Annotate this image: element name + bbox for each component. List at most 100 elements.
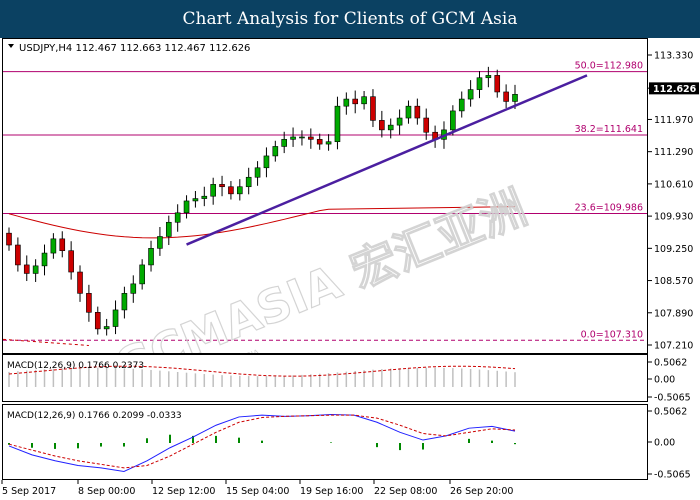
macd-histogram-chart[interactable]: MACD(12,26,9) 0.1766 0.2373 xyxy=(3,355,647,401)
candle-body xyxy=(148,248,154,266)
candle-body xyxy=(6,232,12,246)
candle-body xyxy=(503,91,509,102)
macd-line-axis-label: 0.5062 xyxy=(654,407,687,418)
time-axis-label: 19 Sep 16:00 xyxy=(300,486,363,497)
candle-body xyxy=(165,221,172,237)
time-axis-label: 5 Sep 2017 xyxy=(2,486,56,497)
candle-body xyxy=(512,94,518,102)
candle-body xyxy=(396,117,403,126)
panel-menu-icon[interactable] xyxy=(8,44,14,48)
candle-body xyxy=(157,236,163,249)
candle-body xyxy=(219,184,225,188)
candle-body xyxy=(361,96,367,105)
candle-body xyxy=(174,212,181,223)
candle-body xyxy=(343,98,350,107)
candle-body xyxy=(201,195,208,199)
candle-body xyxy=(405,105,412,119)
price-axis-tick-label: 113.330 xyxy=(654,51,693,62)
time-axis-label: 8 Sep 00:00 xyxy=(78,486,135,497)
macd-histogram-axis-label: -0.5065 xyxy=(654,393,691,403)
time-axis: 5 Sep 2017 8 Sep 00:00 12 Sep 12:00 15 Sep … xyxy=(1,480,513,497)
macd-line-axis-label: 0.00 xyxy=(654,438,675,449)
candle-body xyxy=(228,186,234,195)
candle-body xyxy=(316,139,323,145)
macd-histogram-label: MACD(12,26,9) 0.1766 0.2373 xyxy=(7,361,144,371)
time-axis-label: 12 Sep 12:00 xyxy=(152,486,215,497)
price-axis-tick-label: 110.610 xyxy=(654,179,693,190)
macd-histogram-panel: MACD(12,26,9) 0.1766 0.2373 xyxy=(2,354,648,402)
macd-signal-line xyxy=(8,414,516,469)
candle-body xyxy=(245,176,252,188)
trendline xyxy=(186,74,588,246)
candle-body xyxy=(112,309,119,327)
price-axis-tick-label: 111.970 xyxy=(654,115,693,126)
macd-main-line xyxy=(8,414,516,472)
candle-body xyxy=(139,264,145,285)
time-axis-label: 26 Sep 20:00 xyxy=(450,486,513,497)
price-chart[interactable]: 50.0=112.980 38.2=111.641 23.6=109.986 0.0=… xyxy=(2,39,647,395)
price-axis-tick-label: 109.930 xyxy=(654,212,693,223)
candle-body xyxy=(15,244,21,266)
candle-body xyxy=(379,120,385,131)
macd-histogram-axis-label: 0.00 xyxy=(654,375,675,386)
candle-body xyxy=(192,198,199,202)
candle-body xyxy=(485,75,492,79)
candle-body xyxy=(325,141,332,145)
fib-level-label: 23.6=109.986 xyxy=(575,202,643,213)
macd-line-axis-label: -0.5065 xyxy=(654,470,691,481)
candle-body xyxy=(94,312,101,330)
candle-body xyxy=(414,105,421,119)
page-title: Chart Analysis for Clients of GCM Asia xyxy=(0,0,700,38)
candle-body xyxy=(50,238,57,254)
candle-body xyxy=(423,117,430,133)
lower-dashed-line xyxy=(2,338,89,346)
price-axis-tick-label: 109.250 xyxy=(654,244,693,255)
candle-body xyxy=(290,136,296,140)
candle-body xyxy=(130,283,137,294)
time-axis-label: 15 Sep 04:00 xyxy=(226,486,289,497)
candle-body xyxy=(308,136,314,140)
candle-body xyxy=(183,200,190,214)
candle-body xyxy=(23,264,30,274)
candle-body xyxy=(121,293,128,311)
time-axis-label: 22 Sep 08:00 xyxy=(374,486,437,497)
candle-body xyxy=(450,110,456,131)
fib-level-label: 0.0=107.310 xyxy=(581,329,643,340)
current-price-box xyxy=(649,82,699,95)
candle-body xyxy=(263,155,270,169)
macd-histogram-axis: 0.5062 0.00 -0.5065 xyxy=(648,354,700,404)
candle-body xyxy=(86,293,92,313)
watermark-text: GCMASIA 宏汇亚洲 xyxy=(107,180,534,353)
fib-level-label: 38.2=111.641 xyxy=(575,124,643,135)
candle-body xyxy=(299,136,305,139)
price-axis-tick-label: 108.570 xyxy=(654,276,693,287)
price-axis-tick-label: 107.210 xyxy=(654,341,693,352)
price-panel: 50.0=112.980 38.2=111.641 23.6=109.986 0.0=… xyxy=(2,38,648,395)
candle-body xyxy=(458,98,465,112)
candle-body xyxy=(370,96,376,121)
candle-body xyxy=(41,252,48,267)
macd-line-chart[interactable]: MACD(12,26,9) 0.1766 0.2099 -0.0333 xyxy=(3,405,647,479)
candle-body xyxy=(254,167,261,178)
macd-histogram-axis-label: 0.5062 xyxy=(654,358,687,369)
moving-average-line xyxy=(8,206,516,239)
candle-body xyxy=(59,238,66,252)
candle-body xyxy=(476,77,483,90)
price-axis: 113.330112.630111.970111.290110.610109.9… xyxy=(648,38,700,354)
macd-line-label: MACD(12,26,9) 0.1766 0.2099 -0.0333 xyxy=(7,411,182,421)
chart-header: USDJPY,H4 112.467 112.663 112.467 112.62… xyxy=(19,43,250,54)
macd-line-panel: MACD(12,26,9) 0.1766 0.2099 -0.0333 xyxy=(2,404,648,480)
candle-body xyxy=(387,124,394,131)
fib-level-label: 50.0=112.980 xyxy=(575,61,643,72)
candle-body xyxy=(210,184,216,197)
macd-signal-line xyxy=(8,365,516,377)
current-price-label: 112.626 xyxy=(653,84,697,95)
price-axis-tick-label: 111.290 xyxy=(654,147,693,158)
candle-body xyxy=(77,271,83,294)
candle-body xyxy=(494,75,501,93)
price-axis-tick-label: 107.890 xyxy=(654,308,693,319)
candle-body xyxy=(352,98,359,105)
candle-body xyxy=(237,186,243,195)
macd-line-axis: 0.5062 0.00 -0.5065 xyxy=(648,404,700,481)
